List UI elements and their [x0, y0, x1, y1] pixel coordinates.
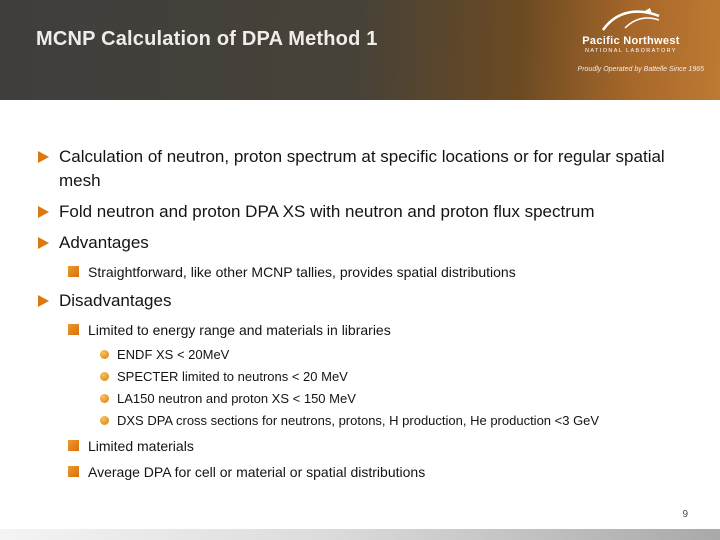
- bullet-text: Calculation of neutron, proton spectrum …: [59, 147, 665, 190]
- bullet-text: Straightforward, like other MCNP tallies…: [88, 264, 516, 280]
- circle-bullet-icon: [100, 372, 109, 381]
- circle-bullet-icon: [100, 416, 109, 425]
- page-number: 9: [682, 509, 688, 520]
- bullet-item: Limited materials: [68, 436, 692, 456]
- square-bullet-icon: [68, 440, 79, 451]
- bullet-item: DXS DPA cross sections for neutrons, pro…: [100, 412, 692, 430]
- logo-tagline: Proudly Operated by Battelle Since 1965: [577, 66, 704, 73]
- pnnl-logo: Pacific Northwest NATIONAL LABORATORY Pr…: [556, 6, 706, 73]
- bullet-item: Advantages: [38, 231, 692, 255]
- bullet-text: ENDF XS < 20MeV: [117, 347, 230, 362]
- triangle-bullet-icon: [38, 295, 49, 307]
- bullet-text: Average DPA for cell or material or spat…: [88, 464, 426, 480]
- triangle-bullet-icon: [38, 206, 49, 218]
- circle-bullet-icon: [100, 394, 109, 403]
- bullet-item: ENDF XS < 20MeV: [100, 346, 692, 364]
- bullet-item: Straightforward, like other MCNP tallies…: [68, 262, 692, 282]
- bullet-item: Disadvantages: [38, 289, 692, 313]
- bullet-text: Fold neutron and proton DPA XS with neut…: [59, 202, 595, 221]
- triangle-bullet-icon: [38, 151, 49, 163]
- bullet-item: Fold neutron and proton DPA XS with neut…: [38, 200, 692, 224]
- circle-bullet-icon: [100, 350, 109, 359]
- logo-text-primary: Pacific Northwest: [582, 35, 680, 47]
- header-band: MCNP Calculation of DPA Method 1 Pacific…: [0, 0, 720, 100]
- pnnl-logo-mark-icon: [601, 8, 660, 31]
- square-bullet-icon: [68, 266, 79, 277]
- bullet-text: Disadvantages: [59, 291, 172, 310]
- bullet-item: Limited to energy range and materials in…: [68, 320, 692, 340]
- bullet-item: LA150 neutron and proton XS < 150 MeV: [100, 390, 692, 408]
- bullet-text: LA150 neutron and proton XS < 150 MeV: [117, 391, 356, 406]
- bullet-text: Limited materials: [88, 438, 194, 454]
- logo-text-secondary: NATIONAL LABORATORY: [584, 48, 677, 54]
- bullet-list: Calculation of neutron, proton spectrum …: [38, 145, 692, 482]
- footer-bar: [0, 529, 720, 540]
- slide-title: MCNP Calculation of DPA Method 1: [36, 28, 378, 50]
- square-bullet-icon: [68, 324, 79, 335]
- bullet-text: Advantages: [59, 233, 149, 252]
- bullet-item: SPECTER limited to neutrons < 20 MeV: [100, 368, 692, 386]
- slide-body: Calculation of neutron, proton spectrum …: [0, 100, 720, 482]
- bullet-text: Limited to energy range and materials in…: [88, 322, 391, 338]
- bullet-text: DXS DPA cross sections for neutrons, pro…: [117, 413, 600, 428]
- bullet-item: Average DPA for cell or material or spat…: [68, 462, 692, 482]
- bullet-item: Calculation of neutron, proton spectrum …: [38, 145, 692, 193]
- triangle-bullet-icon: [38, 237, 49, 249]
- bullet-text: SPECTER limited to neutrons < 20 MeV: [117, 369, 348, 384]
- square-bullet-icon: [68, 466, 79, 477]
